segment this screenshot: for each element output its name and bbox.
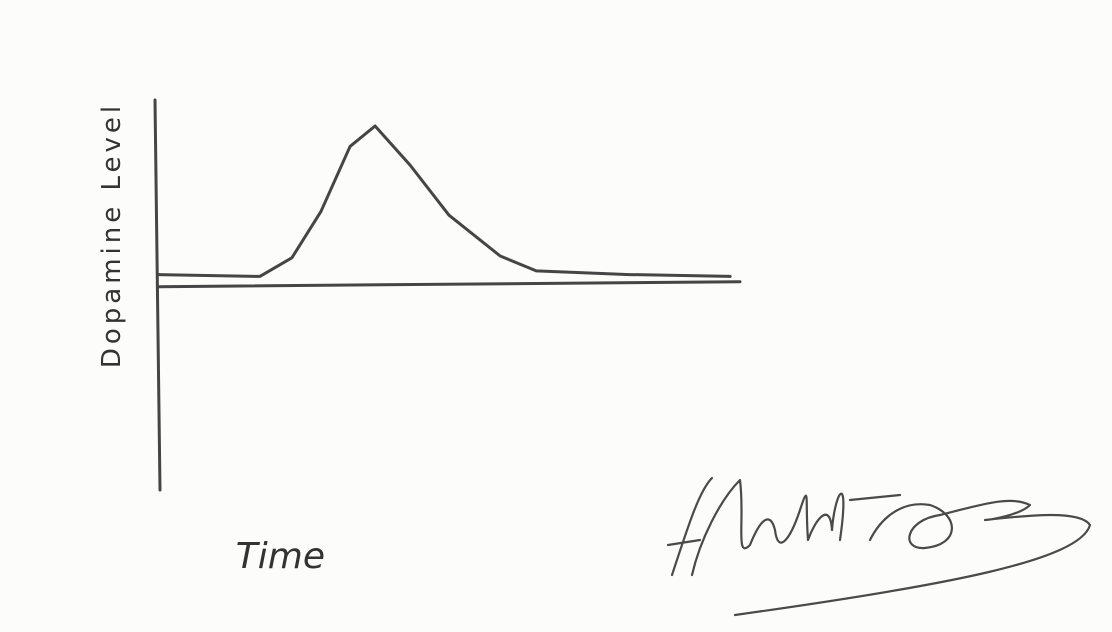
x-axis	[156, 280, 742, 289]
y-axis-title: Dopamine Level	[97, 102, 127, 368]
x-axis-title: Time	[236, 536, 325, 577]
signature	[666, 476, 1092, 617]
data-line	[156, 124, 732, 278]
y-axis	[153, 98, 162, 492]
